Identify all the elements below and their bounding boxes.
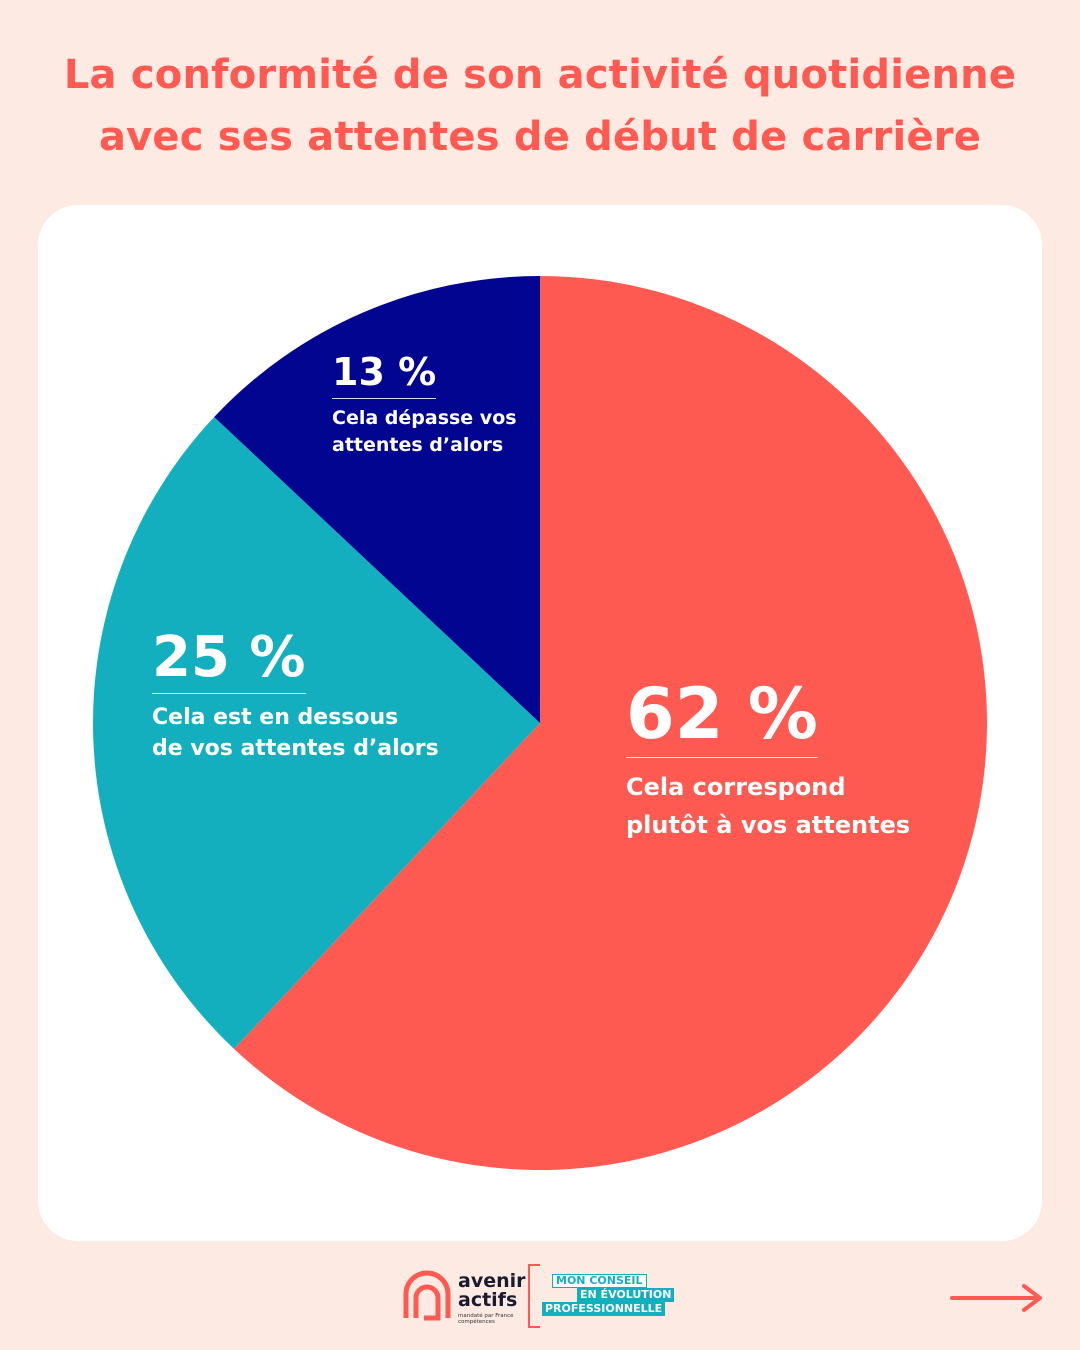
slice-description-25: Cela est en dessous de vos attentes d’al… [152, 702, 492, 764]
slice-desc-13-line2: attentes d’alors [332, 434, 504, 456]
arrow-right-icon[interactable] [950, 1282, 1046, 1314]
page-title: La conformité de son activité quotidienn… [0, 44, 1080, 168]
avenir-actifs-logo-icon [403, 1270, 451, 1321]
slice-label-13: 13 % Cela dépasse vos attentes d’alors [332, 350, 562, 459]
badge-line-2: EN ÉVOLUTION [577, 1288, 675, 1302]
logo-bracket [528, 1264, 540, 1328]
pie-chart [92, 276, 988, 1170]
slice-desc-25-line2: de vos attentes d’alors [152, 736, 439, 761]
slice-description-13: Cela dépasse vos attentes d’alors [332, 405, 562, 459]
title-line-2: avec ses attentes de début de carrière [98, 114, 982, 160]
slice-desc-25-line1: Cela est en dessous [152, 705, 399, 730]
slice-percent-25: 25 % [152, 627, 306, 694]
badge-line-3: PROFESSIONNELLE [542, 1302, 666, 1316]
slice-desc-62-line1: Cela correspond [626, 773, 846, 801]
avenir-actifs-logo: avenir actifs mandaté par France compéte… [458, 1270, 526, 1326]
slice-description-62: Cela correspond plutôt à vos attentes [626, 768, 956, 844]
slice-desc-62-line2: plutôt à vos attentes [626, 811, 911, 839]
logo-tagline: mandaté par France compétences [458, 1313, 514, 1325]
pie-slice-13 [214, 276, 541, 723]
footer: avenir actifs mandaté par France compéte… [0, 1262, 1080, 1342]
slice-desc-13-line1: Cela dépasse vos [332, 407, 517, 429]
slice-label-62: 62 % Cela correspond plutôt à vos attent… [626, 675, 956, 844]
logo-line-1: avenir [458, 1270, 526, 1292]
slice-label-25: 25 % Cela est en dessous de vos attentes… [152, 627, 492, 764]
title-line-1: La conformité de son activité quotidienn… [63, 52, 1017, 98]
logo-line-2: actifs [458, 1289, 518, 1311]
chart-card: 62 % Cela correspond plutôt à vos attent… [38, 205, 1042, 1241]
pie-slice-62 [234, 276, 988, 1170]
badge-line-1: MON CONSEIL [552, 1274, 647, 1288]
mon-conseil-badge: MON CONSEIL EN ÉVOLUTION PROFESSIONNELLE [542, 1274, 675, 1316]
slice-percent-13: 13 % [332, 350, 437, 399]
pie-slice-25 [92, 417, 541, 1049]
slice-percent-62: 62 % [626, 675, 818, 758]
